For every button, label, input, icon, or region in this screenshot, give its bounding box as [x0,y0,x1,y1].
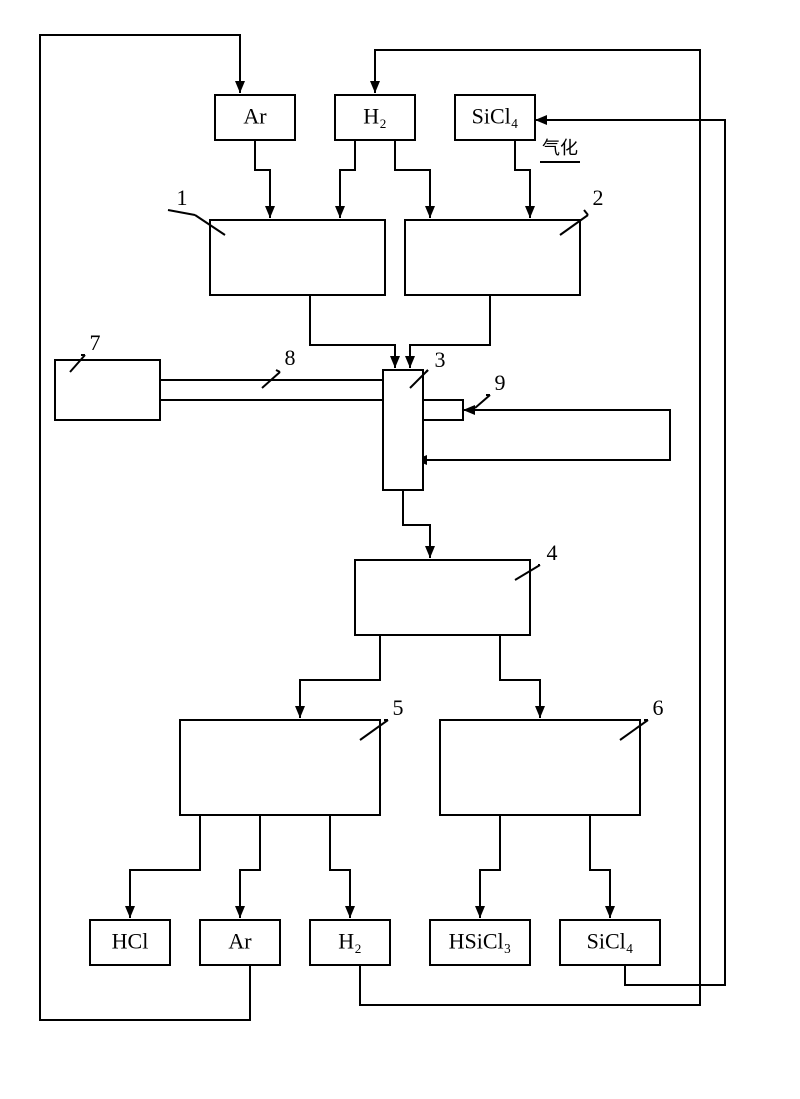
flow-arrow [590,815,610,918]
leader-num-n6: 6 [653,695,664,720]
flow-arrow [330,815,350,918]
box-b5 [180,720,380,815]
box-b6 [440,720,640,815]
arrow-head [425,546,435,558]
arrow-head [463,405,475,415]
arrow-head [405,356,415,368]
leader-num-n4: 4 [547,540,558,565]
arrow-head [265,206,275,218]
flow-arrow [240,815,260,918]
leader-num-n5: 5 [393,695,404,720]
flow-arrow [130,815,200,918]
box-label-H2_bot: H₂ [338,929,362,954]
arrow-head [605,906,615,918]
flow-arrow [395,140,430,218]
arrow-head [535,706,545,718]
leader-num-n7: 7 [90,330,101,355]
leader-num-n9: 9 [495,370,506,395]
leader-num-n8: 8 [285,345,296,370]
box-label-Ar_top: Ar [243,104,267,129]
flow-arrow [310,295,395,368]
arrow-head [475,906,485,918]
box-b3 [383,370,423,490]
box-label-Ar_bot: Ar [228,929,252,954]
arrow-head [295,706,305,718]
leader-num-n2: 2 [593,185,604,210]
arrow-head [125,906,135,918]
flow-arrow [410,295,490,368]
box-b7 [55,360,160,420]
leader-underline-n3 [426,370,428,372]
arrow-head [370,81,380,93]
arrow-head [390,356,400,368]
leader-num-n3: 3 [435,347,446,372]
leader-num-n1: 1 [177,185,188,210]
flow-arrow [500,635,540,718]
box-label-H2_top: H₂ [363,104,387,129]
arrow-head [345,906,355,918]
box-b8 [160,380,383,400]
arrow-head [235,81,245,93]
box-label-HCl: HCl [112,929,149,954]
box-b1 [210,220,385,295]
arrow-head [525,206,535,218]
box-label-SiCl4_top: SiCl₄ [472,104,519,129]
box-b4 [355,560,530,635]
leader-line-n9 [475,395,490,408]
process-flowchart: Ar H₂ SiCl₄ HCl Ar H₂ HSiCl₃ SiCl₄ 1 2 3 4 5 6 7 8 9 气化 [0,0,800,1099]
leader-underline-n2 [584,210,588,215]
flow-arrow [40,35,250,1020]
box-label-HSiCl3: HSiCl₃ [449,929,512,954]
flow-arrow [480,815,500,918]
box-b2 [405,220,580,295]
leader-underline-n8 [276,370,280,372]
arrow-head [425,206,435,218]
box-label-SiCl4_bot: SiCl₄ [587,929,634,954]
arrow-head [235,906,245,918]
box-b9 [423,400,463,420]
flow-arrow [300,635,380,718]
leader-underline-n1 [168,210,195,215]
arrow-head [535,115,547,125]
arrow-head [335,206,345,218]
side-label: 气化 [542,138,578,158]
